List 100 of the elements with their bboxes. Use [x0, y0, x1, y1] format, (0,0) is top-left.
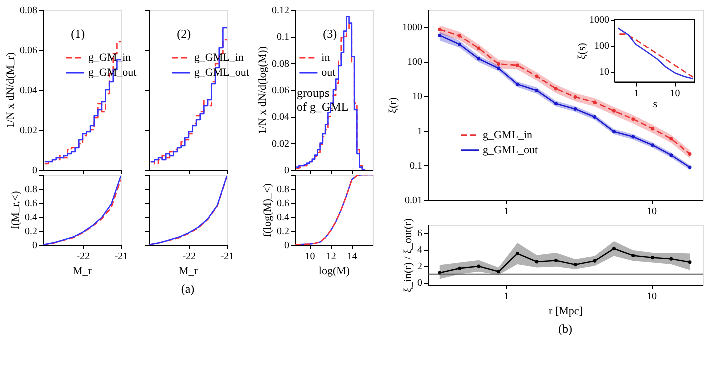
- point: [593, 259, 597, 263]
- y-tick-label: 1: [418, 126, 422, 138]
- y-tick-label: 0.01: [405, 196, 422, 206]
- annotation: (1): [71, 27, 86, 41]
- y-tick-label: 1000: [402, 22, 422, 34]
- y-tick-label: 0.4: [25, 212, 38, 224]
- y-tick-label: 0.6: [277, 198, 290, 210]
- point: [438, 28, 442, 32]
- point: [670, 154, 674, 158]
- y-tick-label: 0.04: [272, 112, 290, 124]
- y-tick-label: 0.8: [25, 184, 38, 196]
- y-tick-label: 0.6: [25, 198, 38, 210]
- point: [497, 62, 501, 66]
- point: [497, 270, 501, 274]
- point: [651, 144, 655, 148]
- y-tick-label: 0: [418, 278, 422, 290]
- y-tick-label: 10: [600, 67, 610, 78]
- x-axis-title: s: [653, 98, 658, 111]
- legend-label: g_GML_in: [483, 129, 533, 142]
- point: [593, 100, 597, 104]
- y-tick-label: 0.1: [277, 32, 290, 44]
- point: [516, 64, 520, 68]
- y-tick-label: 1000: [590, 15, 610, 26]
- x-tick-label: 12: [326, 252, 336, 262]
- y-tick-label: 0.4: [277, 212, 290, 224]
- y-tick-label: 100: [408, 57, 422, 68]
- point: [554, 87, 558, 91]
- x-axis-title: M_r: [179, 266, 198, 278]
- point: [651, 256, 655, 260]
- point: [574, 108, 578, 111]
- y-axis-title: f(log(M)_<): [262, 183, 274, 238]
- x-tick-label: -21: [114, 252, 128, 262]
- y-tick-label: 0.06: [20, 46, 38, 56]
- x-tick-label: 14: [347, 252, 358, 262]
- annotation: (2): [177, 27, 192, 41]
- point: [612, 109, 616, 113]
- point: [632, 135, 636, 139]
- y-tick-label: 0.02: [20, 126, 38, 136]
- point: [516, 252, 520, 256]
- point: [688, 260, 692, 264]
- y-tick-label: 0.2: [277, 226, 290, 238]
- point: [477, 57, 481, 61]
- y-tick-label: 0.8: [277, 184, 290, 196]
- point: [670, 257, 674, 261]
- y-tick-label: 0: [32, 166, 38, 176]
- legend-label: in: [322, 52, 331, 64]
- point: [593, 116, 597, 120]
- y-tick-label: 100: [594, 41, 610, 52]
- point: [535, 88, 539, 92]
- point: [688, 152, 692, 156]
- y-tick-label: 0: [284, 166, 290, 176]
- point: [535, 260, 539, 264]
- text: (a): [181, 282, 195, 296]
- y-tick-label: 0.2: [25, 226, 38, 238]
- point: [670, 137, 674, 141]
- point: [535, 74, 539, 78]
- point: [477, 46, 481, 50]
- y-axis-title: ξ(s): [576, 42, 588, 60]
- point: [516, 82, 520, 86]
- point: [458, 42, 462, 46]
- x-tick-label: -22: [76, 252, 90, 262]
- x-tick-label: 10: [305, 252, 316, 262]
- x-axis-title: r [Mpc]: [549, 306, 583, 318]
- y-axis-title: ξ_in(r) / ξ_out(r): [402, 218, 414, 292]
- point: [438, 34, 442, 38]
- point: [554, 102, 558, 106]
- y-tick-label: 4: [418, 245, 422, 256]
- y-axis-title: ξ(r): [388, 97, 400, 114]
- y-tick-label: 0: [32, 240, 38, 252]
- y-tick-label: 0.04: [20, 86, 38, 96]
- point: [477, 264, 481, 268]
- y-tick-label: 0.12: [272, 6, 290, 16]
- point: [574, 96, 578, 100]
- y-axis-title: 1/N x dN/d(M_r): [5, 52, 17, 128]
- point: [554, 259, 558, 262]
- y-tick-label: 0: [284, 240, 290, 252]
- point: [651, 127, 655, 131]
- y-tick-label: 2: [418, 262, 422, 273]
- x-tick-label: -22: [182, 252, 196, 262]
- point: [632, 254, 636, 258]
- text: (b): [558, 322, 572, 336]
- line-series: [295, 175, 373, 245]
- legend-label: out: [322, 67, 336, 79]
- y-tick-label: 0.1: [410, 160, 422, 172]
- y-tick-label: 0.02: [272, 138, 290, 150]
- point: [458, 266, 462, 270]
- annotation: (3): [323, 27, 338, 41]
- point: [612, 247, 616, 251]
- point: [612, 130, 616, 134]
- y-tick-label: 0.08: [20, 6, 38, 16]
- y-axis-title: f(M_r,<): [10, 190, 22, 230]
- legend-label: g_GM_in: [88, 52, 132, 64]
- point: [632, 118, 636, 122]
- legend-label: g_GML_out: [483, 144, 538, 156]
- y-axis-title: 1/N x dN/d(log(M)): [257, 46, 269, 134]
- x-axis-title: log(M): [318, 266, 350, 278]
- x-tick-label: -21: [220, 252, 234, 262]
- point: [688, 166, 692, 170]
- x-axis-title: M_r: [73, 266, 92, 278]
- y-tick-label: 0.06: [272, 86, 290, 96]
